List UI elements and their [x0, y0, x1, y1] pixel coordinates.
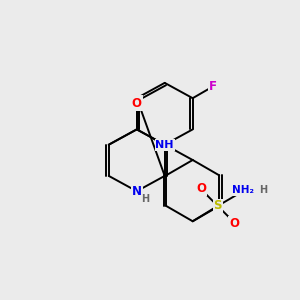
- Text: NH: NH: [155, 140, 174, 150]
- Text: O: O: [132, 96, 142, 110]
- Text: NH₂: NH₂: [232, 185, 254, 195]
- Text: O: O: [229, 217, 239, 230]
- Text: N: N: [132, 185, 142, 198]
- Text: O: O: [196, 182, 206, 195]
- Text: S: S: [214, 200, 222, 212]
- Text: O: O: [132, 97, 142, 110]
- Text: H: H: [259, 185, 267, 195]
- Text: F: F: [208, 80, 217, 93]
- Text: H: H: [142, 194, 150, 205]
